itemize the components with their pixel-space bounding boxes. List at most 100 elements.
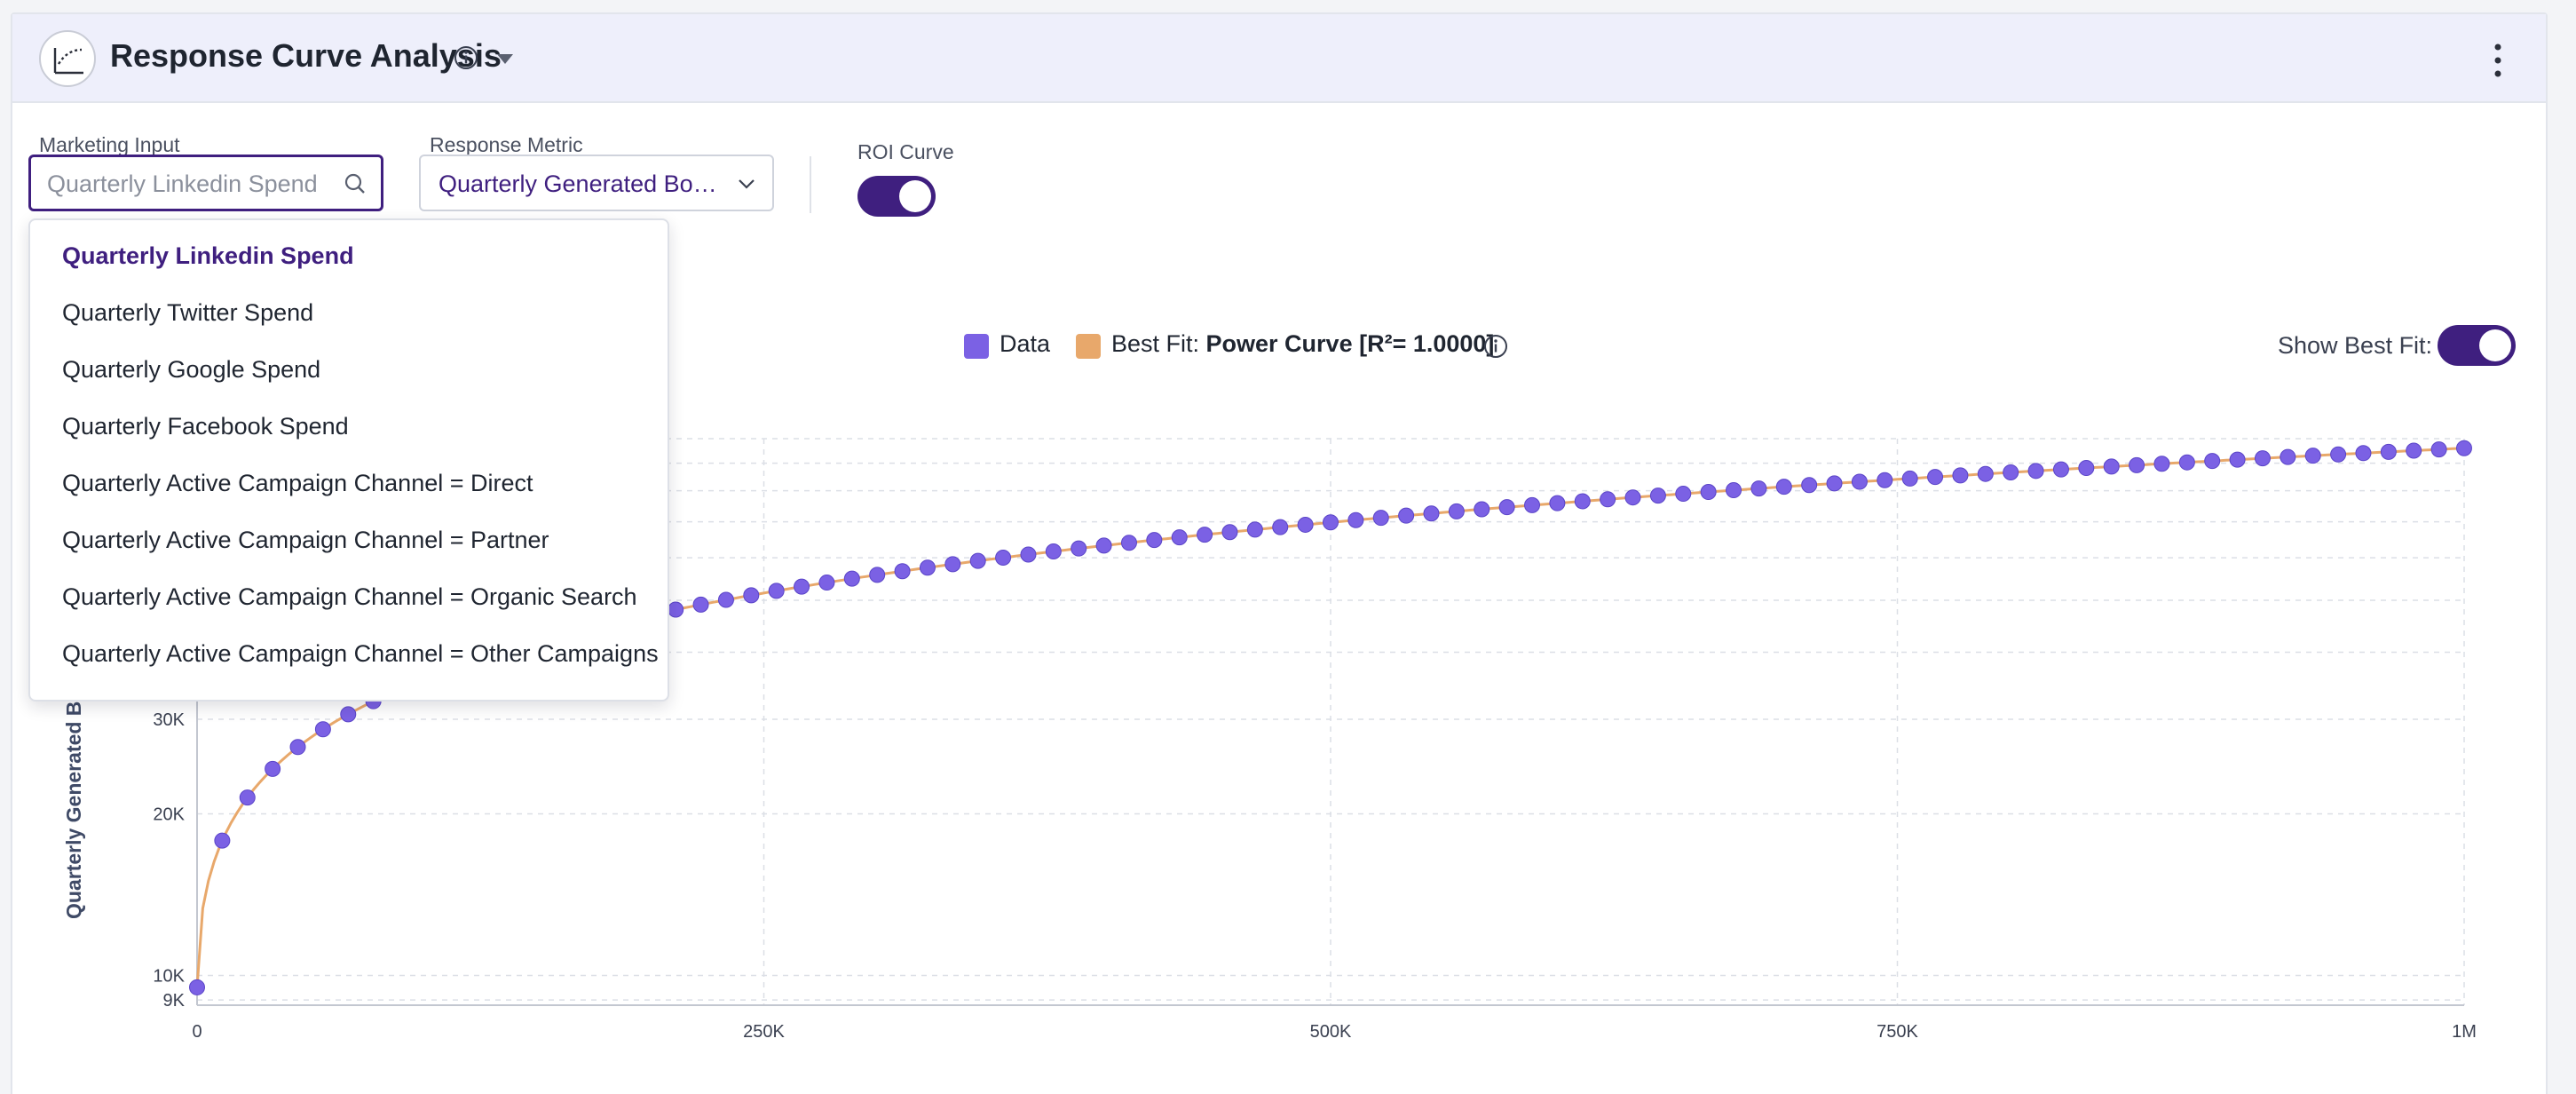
y-tick-label: 30K [153,710,185,730]
y-axis-title: Quarterly Generated Boo [62,676,85,919]
data-point [2103,458,2120,475]
marketing-input-label: Marketing Input [39,133,180,156]
data-point [692,596,709,613]
data-point [1801,477,1818,494]
data-point [2027,463,2044,480]
data-point [1120,535,1137,551]
data-point [1297,516,1314,533]
data-point [2003,464,2019,480]
show-best-fit-label: Show Best Fit: [2278,332,2433,359]
data-point [1775,479,1792,495]
data-point [1498,499,1515,516]
kebab-menu-icon[interactable] [2480,41,2516,80]
data-point [1347,511,1364,528]
data-point [1826,475,1843,492]
data-point [2078,460,2095,477]
data-point [1600,491,1616,508]
legend-fit-swatch [1076,334,1101,359]
data-point [2455,440,2472,456]
dropdown-option[interactable]: Quarterly Facebook Spend [62,413,349,440]
x-tick-label: 1M [2452,1022,2477,1042]
data-point [2406,442,2422,459]
data-point [668,601,684,618]
show-best-fit-toggle[interactable] [2438,325,2516,366]
data-point [1700,484,1717,501]
dropdown-option[interactable]: Quarterly Google Spend [62,356,321,383]
page-title: Response Curve Analysis [110,37,502,74]
data-point [794,578,810,595]
search-icon [344,173,365,194]
data-point [2380,443,2397,460]
data-point [2304,448,2321,464]
data-point [1877,472,1893,488]
dropdown-option[interactable]: Quarterly Active Campaign Channel = Othe… [62,640,659,667]
info-icon[interactable] [453,44,479,71]
data-point [2204,453,2221,470]
dropdown-option[interactable]: Quarterly Twitter Spend [62,299,314,326]
response-metric-select[interactable]: Quarterly Generated Bookings [419,155,774,211]
data-point [2129,456,2145,473]
dropdown-option[interactable]: Quarterly Active Campaign Channel = Part… [62,527,549,553]
data-point [717,591,734,608]
legend-fit[interactable]: Best Fit: Power Curve [R²= 1.0000] [1111,330,1494,366]
data-point [1020,546,1037,563]
data-point [1197,527,1213,543]
data-point [1549,495,1566,511]
y-tick-label: 10K [153,966,185,986]
data-point [2254,450,2271,467]
x-tick-label: 250K [743,1022,785,1042]
legend-data-swatch [964,334,989,359]
data-point [2229,451,2246,468]
dropdown-option[interactable]: Quarterly Active Campaign Channel = Dire… [62,470,533,496]
data-point [1448,503,1465,519]
data-point [969,552,986,569]
data-point [818,575,835,591]
data-point [1322,514,1339,531]
x-tick-label: 750K [1877,1022,1918,1042]
data-point [944,556,961,573]
response-curve-icon [39,30,96,87]
fit-info-icon[interactable] [1482,333,1509,360]
data-point [1423,505,1440,522]
data-point [1171,529,1188,546]
data-point [189,979,205,995]
data-point [869,567,886,583]
data-point [843,570,860,587]
data-point [2052,461,2069,478]
data-point [894,563,911,580]
data-point [1474,501,1490,518]
legend-data-label[interactable]: Data [1000,330,1051,357]
data-point [1071,540,1087,557]
data-point [1851,473,1868,490]
dropdown-option[interactable]: Quarterly Active Campaign Channel = Orga… [62,583,637,610]
data-point [1221,524,1238,541]
caret-down-icon[interactable] [495,52,515,66]
data-point [1272,519,1289,535]
controls-divider [810,156,811,213]
data-point [2280,448,2296,465]
roi-curve-toggle[interactable] [857,176,936,217]
data-point [289,739,306,756]
marketing-input-dropdown: Quarterly Linkedin Spend Quarterly Twitte… [28,218,669,702]
marketing-input-placeholder: Quarterly Linkedin Spend [47,170,318,197]
card-header: Response Curve Analysis [12,14,2546,103]
data-point [768,583,785,599]
legend-fit-prefix: Best Fit: [1111,330,1206,357]
data-point [1952,467,1969,484]
data-point [1524,496,1541,513]
data-point [1146,532,1163,549]
roi-curve-label: ROI Curve [857,140,954,163]
data-point [1901,470,1918,487]
data-point [2178,454,2195,471]
marketing-input-search[interactable]: Quarterly Linkedin Spend [28,155,383,211]
dropdown-option[interactable]: Quarterly Linkedin Spend [62,242,354,269]
data-point [1977,465,1994,482]
data-point [1095,537,1112,554]
data-point [1649,488,1666,504]
legend-fit-name: Power Curve [R²= 1.0000] [1205,330,1495,357]
data-point [2355,445,2372,462]
toggle-knob [2479,329,2511,361]
chevron-down-icon [739,179,755,189]
data-point [2330,446,2347,463]
data-point [1398,507,1415,524]
